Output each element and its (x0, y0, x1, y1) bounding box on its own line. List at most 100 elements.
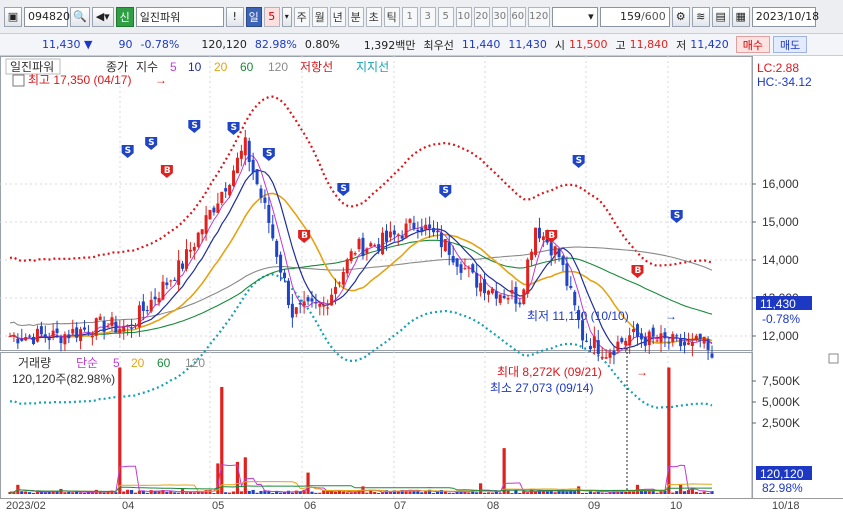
volume-bar (102, 492, 106, 494)
candle (616, 335, 620, 354)
period-5[interactable]: 5 (263, 6, 280, 27)
chart-settings-icon[interactable]: ⚙ (671, 6, 690, 27)
volume-bar (479, 483, 483, 494)
grid-icon[interactable] (12, 74, 25, 87)
low-arrow-icon: → (665, 309, 677, 323)
candle (573, 289, 577, 311)
candle (20, 328, 24, 342)
period-month[interactable]: 월 (311, 6, 328, 27)
count-input[interactable]: 159/600 (599, 6, 670, 27)
interval-1[interactable]: 1 (401, 6, 418, 27)
interval-60[interactable]: 60 (509, 6, 526, 27)
price-tick: 15,000 (762, 215, 799, 229)
volume-bar (177, 492, 181, 494)
candle (200, 229, 204, 243)
volume-bar (314, 492, 318, 494)
candle (177, 249, 181, 292)
period-year[interactable]: 년 (329, 6, 346, 27)
volume-bar (459, 490, 463, 494)
volume-bar (333, 491, 338, 494)
volume-bar (204, 490, 208, 494)
volume-bar (608, 492, 612, 494)
candle (396, 232, 400, 246)
alert-button[interactable]: ! (225, 6, 244, 27)
sell-button[interactable]: 매도 (773, 36, 808, 53)
volume-bar (377, 493, 381, 494)
candle (94, 317, 98, 340)
interval-20[interactable]: 20 (473, 6, 490, 27)
period-day[interactable]: 일 (245, 6, 262, 27)
volume-bar (463, 490, 467, 494)
volume-bar (153, 490, 157, 494)
interval-3[interactable]: 3 (419, 6, 436, 27)
volume-bar (86, 492, 91, 494)
volume-bar (141, 490, 145, 494)
price-change: 90 (118, 38, 133, 51)
period-second[interactable]: 초 (365, 6, 382, 27)
interval-5[interactable]: 5 (437, 6, 454, 27)
candle (424, 217, 428, 236)
compare-icon[interactable]: ≋ (691, 6, 710, 27)
candle (196, 231, 200, 249)
legend-close: 종가 (106, 60, 128, 74)
volume-bar (561, 489, 565, 494)
interval-10[interactable]: 10 (455, 6, 472, 27)
volume-bar (659, 490, 663, 494)
volume-bar (518, 492, 522, 494)
candle (357, 237, 361, 252)
candle (659, 325, 663, 353)
high-label: 고 (615, 38, 626, 52)
x-label-07: 07 (394, 500, 407, 512)
volume-bar (675, 491, 679, 494)
interval-dropdown[interactable]: ▾ (551, 6, 598, 27)
period-minute[interactable]: 분 (347, 6, 364, 27)
candle (239, 144, 243, 167)
panel-minimize-icon[interactable] (828, 353, 839, 364)
period-week[interactable]: 주 (293, 6, 310, 27)
search-icon[interactable]: 🔍 (70, 6, 90, 27)
dropdown-icon[interactable]: ▾ (281, 6, 292, 27)
price-tick: 12,000 (762, 329, 799, 343)
volume-bar (604, 493, 608, 494)
interval-120[interactable]: 120 (527, 6, 550, 27)
svg-text:B: B (548, 231, 555, 241)
candle (392, 225, 396, 242)
sell-signal-icon: S (337, 183, 350, 196)
volume-bar (486, 492, 491, 494)
buy-signal-icon: B (631, 265, 644, 278)
volume-bar (471, 489, 475, 494)
candle (534, 227, 538, 258)
period-tick[interactable]: 틱 (383, 6, 400, 27)
candle (24, 333, 28, 342)
candle (314, 293, 318, 309)
stock-name-field[interactable]: 일진파워 (135, 6, 224, 27)
candle (377, 237, 381, 255)
volume-bar (408, 490, 412, 494)
date-input[interactable]: 2023/10/18 (751, 6, 819, 27)
sell-signal-icon: S (145, 137, 158, 150)
volume-bar (122, 491, 126, 494)
current-volume-label: 120,120 (760, 467, 804, 481)
volume-bar (173, 492, 177, 494)
volume-bar (526, 492, 530, 494)
volume-ratio: 82.98% (254, 38, 297, 51)
candle (208, 209, 212, 220)
current-rate-label: -0.78% (762, 312, 800, 326)
candle (228, 183, 232, 198)
candle (232, 165, 236, 187)
volume-summary: 120,120주(82.98%) (12, 372, 115, 386)
window-icon[interactable]: ▣ (4, 6, 22, 27)
calendar-icon[interactable]: ▦ (731, 6, 750, 27)
interval-30[interactable]: 30 (491, 6, 508, 27)
speaker-icon[interactable]: ◀▾ (91, 6, 114, 27)
buy-button[interactable]: 매수 (735, 36, 771, 53)
save-icon[interactable]: ▤ (711, 6, 730, 27)
volume-bar (341, 491, 345, 494)
stock-code-input[interactable]: 094820 (24, 6, 70, 27)
volume-bar (679, 484, 683, 494)
candle (467, 265, 471, 278)
candle (71, 319, 75, 335)
volume-bar (502, 448, 506, 494)
